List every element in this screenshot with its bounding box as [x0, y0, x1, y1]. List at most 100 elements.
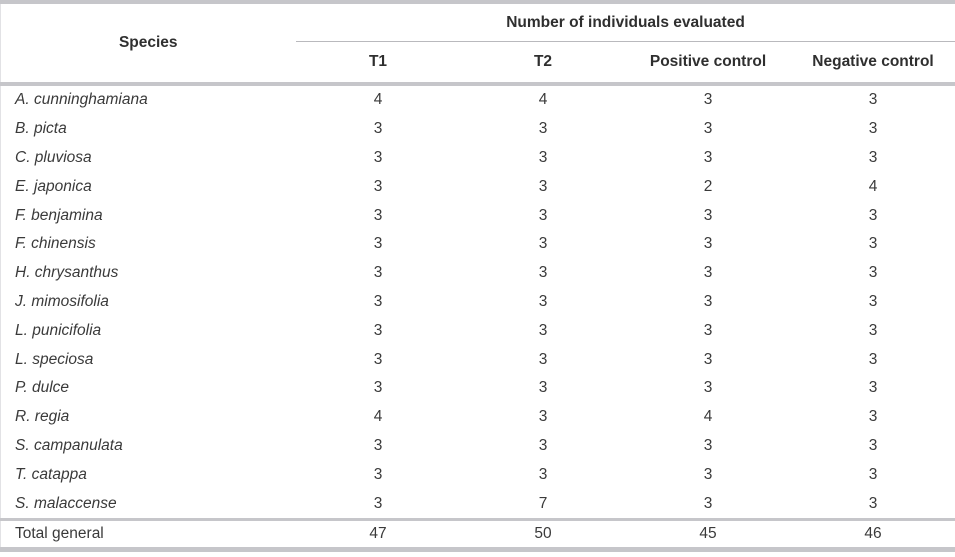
- table-row: B. picta 3 3 3 3: [1, 115, 955, 144]
- positive-control-cell: 3: [703, 235, 713, 253]
- t1-cell: 3: [373, 264, 383, 282]
- column-header-positive-control: Positive control: [625, 41, 791, 86]
- total-positive-control: 45: [625, 517, 791, 552]
- t1-cell: 3: [373, 379, 383, 397]
- positive-control-cell: 3: [703, 91, 713, 109]
- species-cell: R. regia: [15, 408, 70, 426]
- column-header-t2: T2: [460, 41, 626, 86]
- table-row: S. malaccense 3 7 3 3: [1, 489, 955, 519]
- t1-cell: 3: [373, 177, 383, 195]
- positive-control-cell: 3: [703, 148, 713, 166]
- negative-control-cell: 3: [868, 436, 878, 454]
- table-row: E. japonica 3 3 2 4: [1, 172, 955, 201]
- t1-cell: 3: [373, 350, 383, 368]
- positive-control-cell: 2: [703, 177, 713, 195]
- t2-cell: 7: [538, 494, 548, 512]
- table-row: J. mimosifolia 3 3 3 3: [1, 288, 955, 317]
- species-cell: C. pluviosa: [15, 148, 92, 166]
- t1-cell: 4: [373, 91, 383, 109]
- negative-control-cell: 3: [868, 379, 878, 397]
- t2-cell: 3: [538, 321, 548, 339]
- species-cell: T. catappa: [15, 465, 87, 483]
- table-body: A. cunninghamiana 4 4 3 3 B. picta 3 3 3…: [1, 84, 955, 519]
- positive-control-cell: 3: [703, 436, 713, 454]
- column-header-t1: T1: [295, 41, 461, 86]
- species-cell: S. campanulata: [15, 436, 123, 454]
- t2-cell: 3: [538, 264, 548, 282]
- negative-control-cell: 3: [868, 292, 878, 310]
- group-header: Number of individuals evaluated: [295, 0, 955, 42]
- t1-cell: 3: [373, 120, 383, 138]
- table-row: R. regia 4 3 4 3: [1, 403, 955, 432]
- t1-cell: 3: [373, 148, 383, 166]
- negative-control-cell: 3: [868, 264, 878, 282]
- t1-cell: 3: [373, 465, 383, 483]
- table-row: T. catappa 3 3 3 3: [1, 460, 955, 489]
- negative-control-cell: 4: [868, 177, 878, 195]
- t2-cell: 3: [538, 465, 548, 483]
- t2-cell: 3: [538, 436, 548, 454]
- negative-control-cell: 3: [868, 465, 878, 483]
- table-row: P. dulce 3 3 3 3: [1, 374, 955, 403]
- species-cell: J. mimosifolia: [15, 292, 109, 310]
- positive-control-cell: 3: [703, 321, 713, 339]
- table-row: L. punicifolia 3 3 3 3: [1, 316, 955, 345]
- species-cell: P. dulce: [15, 379, 70, 397]
- t2-cell: 3: [538, 235, 548, 253]
- t1-cell: 3: [373, 206, 383, 224]
- positive-control-cell: 3: [703, 350, 713, 368]
- total-label: Total general: [0, 517, 296, 552]
- t1-cell: 3: [373, 321, 383, 339]
- species-cell: B. picta: [15, 120, 67, 138]
- positive-control-cell: 3: [703, 494, 713, 512]
- species-cell: H. chrysanthus: [15, 264, 119, 282]
- t1-cell: 3: [373, 436, 383, 454]
- total-t1: 47: [295, 517, 461, 552]
- negative-control-cell: 3: [868, 120, 878, 138]
- species-column-header: Species: [0, 0, 296, 86]
- table-row: F. benjamina 3 3 3 3: [1, 201, 955, 230]
- species-cell: A. cunninghamiana: [15, 91, 148, 109]
- positive-control-cell: 3: [703, 379, 713, 397]
- t2-cell: 3: [538, 408, 548, 426]
- t1-cell: 3: [373, 292, 383, 310]
- positive-control-cell: 3: [703, 206, 713, 224]
- t2-cell: 3: [538, 120, 548, 138]
- total-row: Total general 47 50 45 46: [0, 517, 955, 552]
- table-row: C. pluviosa 3 3 3 3: [1, 144, 955, 173]
- species-cell: F. benjamina: [15, 206, 103, 224]
- negative-control-cell: 3: [868, 235, 878, 253]
- negative-control-cell: 3: [868, 321, 878, 339]
- t1-cell: 3: [373, 494, 383, 512]
- positive-control-cell: 3: [703, 292, 713, 310]
- t1-cell: 4: [373, 408, 383, 426]
- t2-cell: 3: [538, 292, 548, 310]
- negative-control-cell: 3: [868, 148, 878, 166]
- negative-control-cell: 3: [868, 91, 878, 109]
- t2-cell: 3: [538, 379, 548, 397]
- negative-control-cell: 3: [868, 494, 878, 512]
- table-footer: Total general 47 50 45 46: [0, 517, 955, 552]
- table-header: Species Number of individuals evaluated …: [0, 0, 955, 86]
- table-row: A. cunninghamiana 4 4 3 3: [1, 84, 955, 115]
- negative-control-cell: 3: [868, 350, 878, 368]
- header-row-group: Species Number of individuals evaluated: [0, 0, 955, 86]
- t1-cell: 3: [373, 235, 383, 253]
- positive-control-cell: 3: [703, 465, 713, 483]
- species-cell: E. japonica: [15, 177, 92, 195]
- total-negative-control: 46: [790, 517, 955, 552]
- total-t2: 50: [460, 517, 626, 552]
- header-row-sub: T1 T2 Positive control Negative control: [1, 41, 955, 86]
- t2-cell: 3: [538, 177, 548, 195]
- positive-control-cell: 3: [703, 120, 713, 138]
- species-cell: S. malaccense: [15, 494, 117, 512]
- species-cell: L. punicifolia: [15, 321, 102, 339]
- table-row: S. campanulata 3 3 3 3: [1, 432, 955, 461]
- t2-cell: 4: [538, 91, 548, 109]
- table-row: F. chinensis 3 3 3 3: [1, 230, 955, 259]
- column-header-negative-control: Negative control: [790, 41, 955, 86]
- species-cell: L. speciosa: [15, 350, 94, 368]
- table-row: L. speciosa 3 3 3 3: [1, 345, 955, 374]
- positive-control-cell: 4: [703, 408, 713, 426]
- species-cell: F. chinensis: [15, 235, 96, 253]
